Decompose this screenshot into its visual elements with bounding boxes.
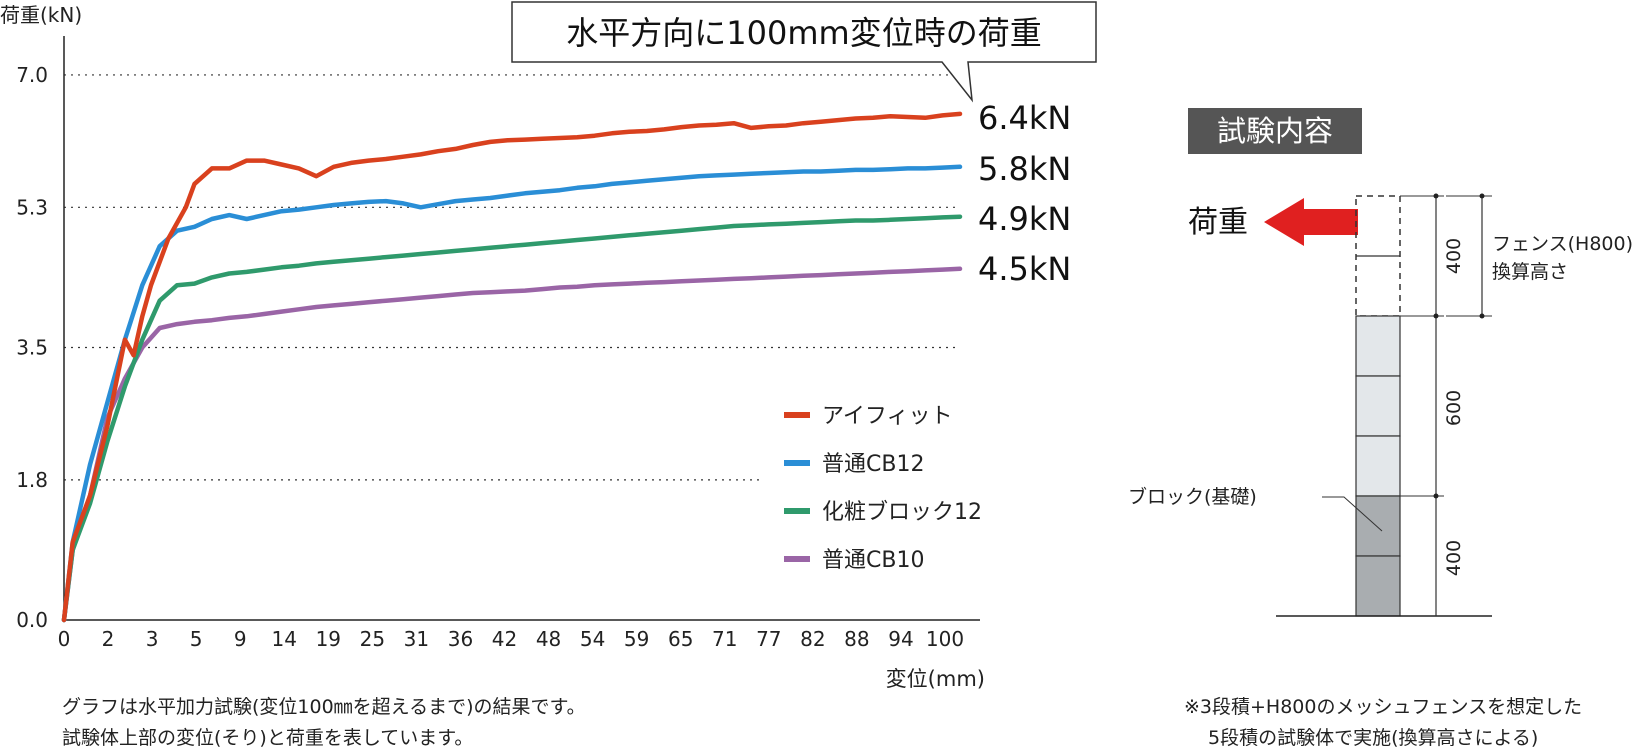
x-tick-label: 25 (360, 627, 385, 651)
test-content-tag: 試験内容 (1188, 108, 1362, 154)
end-value-label: 4.5kN (978, 250, 1071, 288)
series-line (61, 111, 963, 623)
block-base-1 (1355, 495, 1401, 557)
x-tick-label: 5 (190, 627, 203, 651)
end-value-label: 6.4kN (978, 99, 1071, 137)
chart-caption: グラフは水平加力試験(変位100㎜を超えるまで)の結果です。 試験体上部の変位(… (62, 692, 586, 754)
y-tick-label: 5.3 (16, 195, 48, 219)
end-value-label: 5.8kN (978, 150, 1071, 188)
load-displacement-chart: 0.01.83.55.37.0 0 2 3 5 9 14 19 25 31 36 42 48 54 59 6… (0, 1, 1097, 691)
y-tick-label: 3.5 (16, 335, 48, 359)
caption-line-1: グラフは水平加力試験(変位100㎜を超えるまで)の結果です。 (62, 696, 586, 718)
x-tick-label: 82 (800, 627, 825, 651)
grid-lines (64, 74, 960, 481)
dim-dot-mid (1433, 313, 1439, 319)
block-upper-3 (1355, 435, 1401, 497)
dim-dot-top (1433, 193, 1439, 199)
dim-label-bottom: 400 (1443, 540, 1465, 576)
callout: 水平方向に100mm変位時の荷重 (511, 1, 1097, 103)
callout-box (511, 1, 1097, 103)
x-tick-label: 77 (756, 627, 781, 651)
x-tick-label: 48 (536, 627, 561, 651)
block-base-2 (1355, 555, 1401, 617)
legend-label: 普通CB12 (822, 452, 924, 477)
series-line (61, 266, 963, 623)
series-lines (61, 111, 963, 623)
block-upper-2 (1355, 375, 1401, 437)
end-value-labels: 6.4kN 5.8kN 4.9kN 4.5kN (978, 99, 1071, 288)
x-tick-label: 59 (624, 627, 649, 651)
x-tick-label: 0 (58, 627, 71, 651)
x-tick-label: 3 (146, 627, 159, 651)
y-tick-label: 7.0 (16, 63, 48, 87)
x-tick-labels: 0 2 3 5 9 14 19 25 31 36 42 48 54 59 65 71 77 82 88 94 100 (58, 627, 964, 651)
y-axis-label: 荷重(kN) (0, 3, 82, 27)
test-specimen-diagram: 荷重 400 600 400 フェンス(H800) 換算高さ 型枠ブロック(基礎… (1130, 193, 1633, 617)
diagram-caption: ※3段積+H800のメッシュフェンスを想定した 5段積の試験体で実施(換算高さに… (1184, 692, 1582, 754)
y-tick-label: 1.8 (16, 468, 48, 492)
x-tick-label: 71 (712, 627, 737, 651)
note-line-1: ※3段積+H800のメッシュフェンスを想定した (1184, 696, 1583, 718)
x-tick-label: 14 (272, 627, 297, 651)
x-tick-label: 36 (448, 627, 473, 651)
y-tick-labels: 0.0 1.8 3.5 5.3 7.0 (16, 63, 48, 632)
caption-line-2: 試験体上部の変位(そり)と荷重を表しています。 (62, 727, 474, 749)
dim-label-mid: 600 (1443, 390, 1465, 426)
x-axis-label: 変位(mm) (886, 667, 985, 691)
x-tick-label: 94 (888, 627, 913, 651)
block-upper-1 (1355, 315, 1401, 377)
y-tick-label: 0.0 (16, 608, 48, 632)
x-tick-label: 54 (580, 627, 605, 651)
x-tick-label: 9 (234, 627, 247, 651)
callout-text: 水平方向に100mm変位時の荷重 (566, 14, 1041, 52)
legend-label: 化粧ブロック12 (822, 500, 982, 525)
series-line (61, 214, 963, 623)
legend-label: 普通CB10 (822, 548, 924, 573)
x-tick-label: 42 (492, 627, 517, 651)
end-value-label: 4.9kN (978, 200, 1071, 238)
x-tick-label: 19 (316, 627, 341, 651)
fence-label-1: フェンス(H800) (1492, 233, 1633, 255)
fence-label-2: 換算高さ (1492, 261, 1568, 283)
x-tick-label: 100 (926, 627, 964, 651)
dim-label-top: 400 (1443, 238, 1465, 274)
series-line (61, 164, 963, 623)
load-label: 荷重 (1188, 205, 1248, 240)
base-label: 型枠ブロック(基礎) (1130, 485, 1257, 508)
fence-dim-dot-bottom (1479, 313, 1485, 319)
note-line-2: 5段積の試験体で実施(換算高さによる) (1208, 727, 1539, 749)
x-tick-label: 65 (668, 627, 693, 651)
base-leader-line (1322, 496, 1383, 532)
legend-label: アイフィット (822, 404, 952, 429)
x-tick-label: 31 (404, 627, 429, 651)
load-arrow (1264, 198, 1358, 246)
fence-dim-dot-top (1479, 193, 1485, 199)
dim-dot-base (1433, 493, 1439, 499)
x-tick-label: 88 (844, 627, 869, 651)
axes (63, 36, 980, 621)
x-tick-label: 2 (102, 627, 115, 651)
